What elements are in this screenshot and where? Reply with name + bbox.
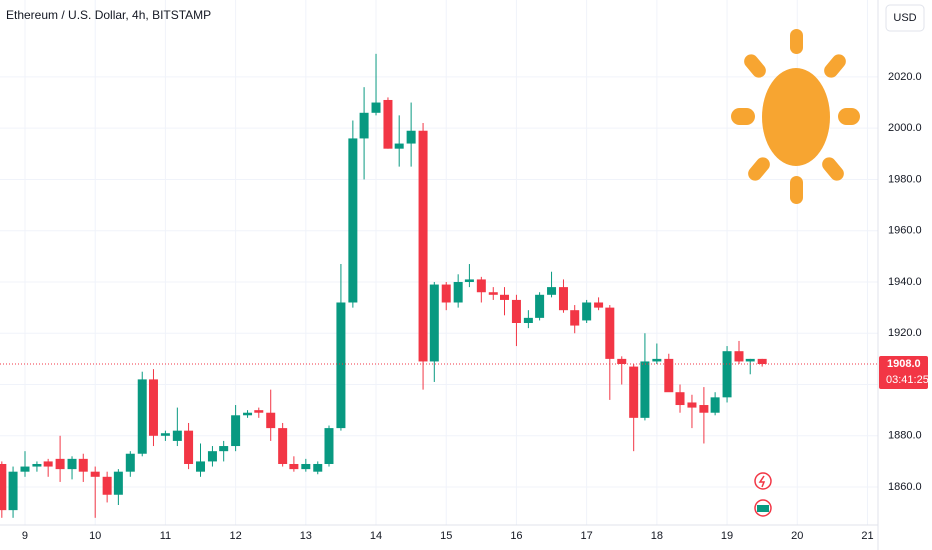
candle-body [172,430,182,441]
candle-body [43,461,53,467]
candle-body [511,299,521,323]
x-tick-label: 11 [160,530,171,542]
candle-body [148,379,158,436]
x-tick-label: 15 [440,530,452,542]
candle-body [90,471,100,477]
event-icons [754,472,772,517]
sun-icon [731,29,860,204]
candle-body [429,284,439,362]
candle-body [243,412,253,416]
x-tick-label: 16 [510,530,522,542]
candle-body [453,281,463,303]
candle-body [734,351,744,362]
candle-body [722,351,732,398]
candle-body [488,292,498,295]
candle-body [102,476,112,495]
candle-body [394,143,404,149]
candle-body [289,463,299,470]
candle-body [687,402,697,408]
candle-body [266,412,276,429]
candle-body [313,463,323,472]
y-tick-label: 1920.0 [888,327,922,339]
candle-body [406,130,416,144]
currency-button[interactable] [885,4,925,32]
candle-body [207,451,217,462]
candle-body [160,433,170,436]
candle-body [594,302,604,308]
countdown-label: 03:41:25 [886,374,929,386]
candle-body [745,358,755,362]
candle-body [383,99,393,149]
x-tick-label: 17 [581,530,593,542]
candle-body [278,428,288,464]
candle-body [629,366,639,418]
candle-body [418,130,428,362]
candle-body [78,458,88,472]
x-tick-label: 14 [370,530,382,542]
candle-body [113,471,123,495]
candle-body [348,138,358,303]
candle-body [359,112,369,139]
candle-body [67,458,77,470]
x-tick-label: 10 [89,530,101,542]
candle-body [605,307,615,359]
candle-body [231,415,241,447]
y-tick-label: 1880.0 [888,430,922,442]
currency-label[interactable]: USD [893,12,916,24]
candle-body [336,302,346,429]
candle-body [617,358,627,365]
candle-body [710,397,720,413]
candle-body [0,463,7,511]
x-tick-label: 21 [861,530,873,542]
chart-title: Ethereum / U.S. Dollar, 4h, BITSTAMP [6,8,211,22]
y-tick-label: 1960.0 [888,225,922,237]
candle-body [675,392,685,406]
x-tick-label: 19 [721,530,733,542]
x-tick-label: 18 [651,530,663,542]
candle-body [558,287,568,311]
candle-body [20,466,30,472]
candle-body [55,458,65,470]
candle-body [137,379,147,454]
candle-body [301,463,311,470]
candle-body [8,471,18,511]
candle-body [699,405,709,413]
y-tick-label: 1860.0 [888,481,922,493]
candle-body [652,358,662,362]
candle-body [196,461,206,472]
last-price-label: 1908.0 [887,358,921,370]
candle-body [547,287,557,295]
candle-body [441,284,451,303]
candle-body [324,428,334,464]
candle-body [125,453,135,472]
candle-body [254,410,264,413]
y-tick-label: 1940.0 [888,276,922,288]
candle-body [219,446,229,452]
candle-body [476,279,486,293]
x-tick-label: 20 [791,530,803,542]
candle-body [640,361,650,418]
candle-body [464,279,474,282]
x-tick-label: 12 [229,530,241,542]
candle-body [523,317,533,323]
y-tick-label: 1980.0 [888,173,922,185]
x-tick-label: 9 [22,530,28,542]
candle-body [570,310,580,326]
candle-body [664,358,674,393]
y-tick-label: 2020.0 [888,71,922,83]
last-price-box [879,356,928,390]
x-tick-label: 13 [300,530,312,542]
candles [0,53,767,518]
candle-body [32,463,42,467]
candle-body [500,294,510,300]
candle-body [371,102,381,113]
candle-body [582,302,592,321]
candle-body [757,358,767,365]
candle-body [184,430,194,464]
y-tick-label: 2000.0 [888,122,922,134]
candle-body [535,294,545,318]
